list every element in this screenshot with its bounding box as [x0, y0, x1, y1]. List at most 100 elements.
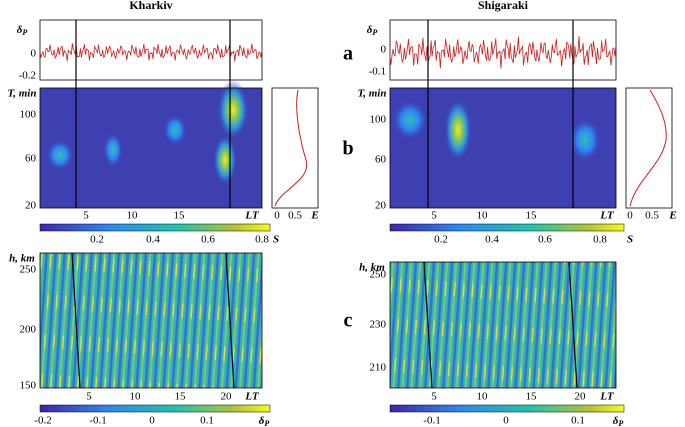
colorbar — [389, 404, 625, 413]
x-axis-label: LT — [599, 391, 615, 403]
colorbar-tick: -0.2 — [34, 415, 51, 427]
colorbar-tick: 0.8 — [593, 234, 607, 246]
x-tick-label: 20 — [575, 391, 587, 403]
x-tick-label: 10 — [477, 210, 489, 222]
colorbar-tick: 0.6 — [538, 234, 552, 246]
colorbar-label: S — [627, 234, 633, 246]
panel-frame — [39, 252, 263, 389]
signal-line — [39, 43, 263, 62]
event-line — [568, 261, 578, 389]
x-axis-label: E — [310, 210, 318, 222]
axis-label: δP — [367, 24, 378, 37]
heatmap-blob — [46, 139, 74, 171]
y-tick-label: 100 — [20, 109, 37, 121]
heatmap-blob — [444, 98, 472, 162]
row-label: b — [342, 138, 353, 160]
x-axis-label: E — [668, 210, 676, 222]
event-line — [71, 252, 81, 389]
signal-line — [389, 35, 617, 69]
x-tick-label: 0.5 — [645, 210, 659, 222]
event-line — [423, 261, 433, 389]
x-tick-label: 0 — [274, 210, 280, 222]
colorbar — [39, 223, 271, 232]
axis-label: δP — [17, 24, 28, 37]
axis-label: h, km — [9, 253, 35, 265]
panel-frame — [389, 87, 617, 209]
x-tick-label: 15 — [526, 210, 538, 222]
stripe-map — [390, 262, 616, 388]
label-main: δ — [17, 24, 23, 36]
heatmap-blob — [163, 114, 187, 146]
colorbar-label: S — [273, 234, 279, 246]
y-tick-label: 210 — [370, 362, 387, 374]
x-axis-label: LT — [244, 210, 260, 222]
label-sub: P — [618, 419, 623, 427]
x-tick-label: 0.5 — [288, 210, 302, 222]
x-tick-label: 15 — [526, 391, 538, 403]
axis-label: T, min — [8, 88, 37, 100]
heatmap-blob — [569, 118, 601, 162]
y-tick-label: 0 — [31, 48, 37, 60]
axis-label: h, km — [359, 262, 385, 274]
label-main: δ — [367, 24, 373, 36]
energy-curve — [274, 89, 308, 207]
colorbar-tick: 0.4 — [146, 234, 160, 246]
panel-frame — [625, 87, 673, 209]
titles: Kharkiv Shigaraki a b c — [129, 0, 528, 332]
panel-frame — [389, 261, 617, 389]
heatmap-blob — [213, 134, 237, 186]
y-tick-label: 200 — [20, 324, 37, 336]
colorbar-tick: -0.1 — [89, 415, 106, 427]
panel-frame — [389, 19, 617, 81]
axis-label: T, min — [358, 88, 387, 100]
axis-label: δP — [259, 415, 270, 427]
axis-label: δP — [613, 415, 624, 427]
x-tick-label: 10 — [130, 391, 142, 403]
y-tick-label: 250 — [20, 264, 37, 276]
colorbar-tick: -0.1 — [423, 415, 440, 427]
x-tick-label: 15 — [175, 391, 187, 403]
title: Kharkiv — [129, 0, 172, 12]
colorbar-tick: 0 — [149, 415, 155, 427]
colorbar-tick: 0.2 — [434, 234, 448, 246]
energy-curve — [629, 89, 667, 207]
label-sub: P — [22, 28, 27, 37]
colorbar — [389, 223, 625, 232]
x-tick-label: 5 — [431, 210, 437, 222]
label-main: δ — [259, 415, 265, 427]
x-tick-label: 15 — [174, 210, 186, 222]
x-tick-label: 20 — [221, 391, 233, 403]
y-tick-label: 20 — [25, 200, 37, 212]
y-tick-label: -0.2 — [19, 70, 36, 82]
y-tick-label: 230 — [370, 319, 387, 331]
colorbar-tick: 0 — [503, 415, 509, 427]
label-sub: P — [264, 419, 269, 427]
x-tick-label: 5 — [83, 210, 89, 222]
x-tick-label: 0 — [627, 210, 633, 222]
colorbar-tick: 0.1 — [571, 415, 585, 427]
x-axis-label: LT — [599, 210, 615, 222]
panel-frame — [39, 87, 263, 209]
heatmap-blob — [217, 80, 249, 140]
label-main: δ — [613, 415, 619, 427]
colorbar-tick: 0.4 — [485, 234, 499, 246]
y-tick-label: 150 — [20, 380, 37, 392]
x-tick-label: 5 — [431, 391, 437, 403]
colorbar-tick: 0.8 — [255, 234, 269, 246]
stripe-map — [40, 253, 262, 388]
colorbar — [39, 404, 271, 413]
colorbar-tick: 0.2 — [90, 234, 104, 246]
y-tick-label: 250 — [370, 269, 387, 281]
panel-frame — [271, 87, 319, 209]
y-tick-label: 20 — [375, 200, 387, 212]
y-tick-label: 60 — [375, 154, 387, 166]
y-tick-label: -0.1 — [369, 66, 386, 78]
event-line — [225, 252, 235, 389]
heatmap-blob — [103, 132, 123, 168]
x-tick-label: 5 — [86, 391, 92, 403]
x-tick-label: 10 — [477, 391, 489, 403]
x-axis-label: LT — [244, 391, 260, 403]
